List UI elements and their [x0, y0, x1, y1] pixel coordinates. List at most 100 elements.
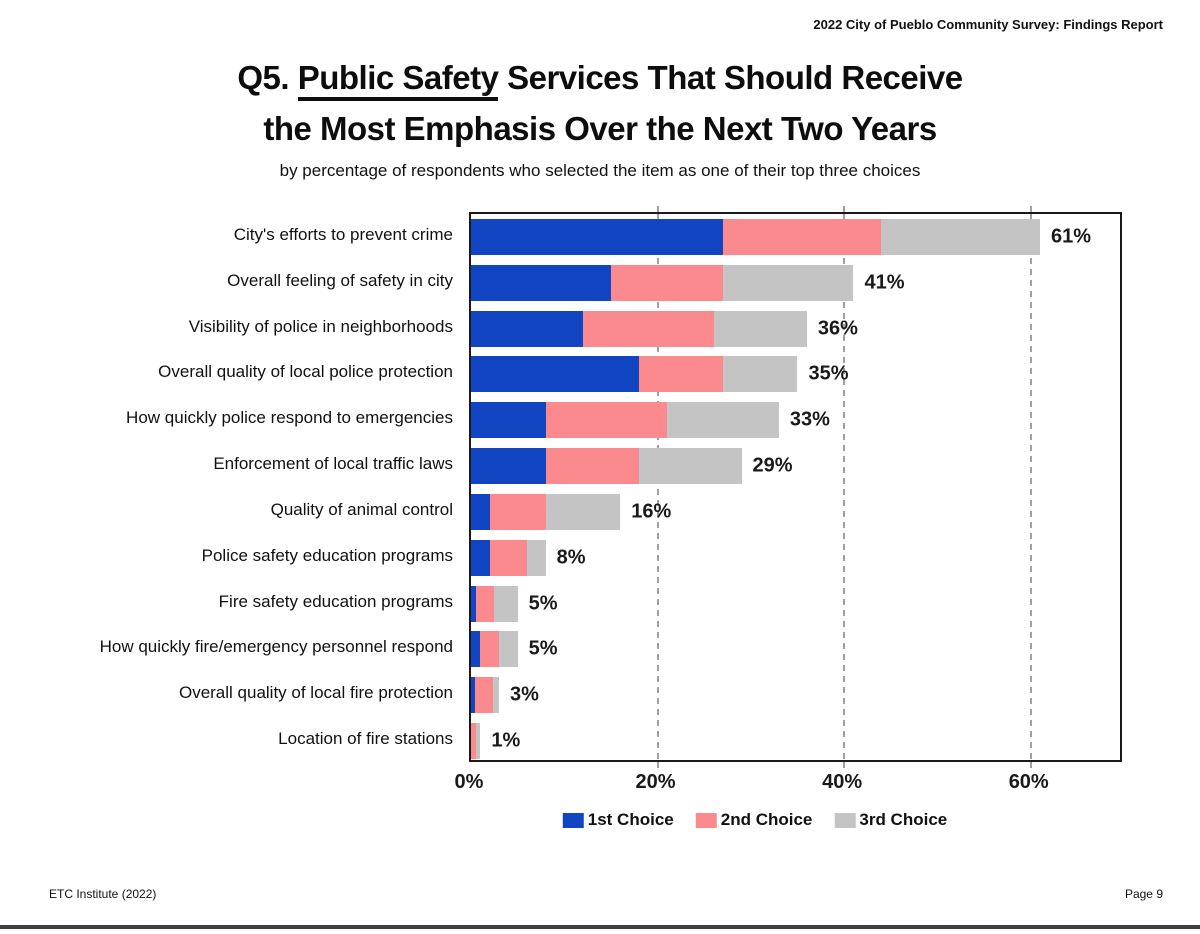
- bar-segment-2nd-choice: [545, 448, 639, 485]
- bar-row: 8%: [471, 539, 1120, 576]
- legend: 1st Choice 2nd Choice 3rd Choice: [562, 810, 947, 830]
- bar-total-label: 35%: [808, 362, 849, 385]
- bar-segment-2nd-choice: [582, 310, 714, 347]
- axis-tick-top-40: [843, 206, 846, 212]
- bar-segment-3rd-choice: [881, 218, 1041, 255]
- bar-row: 5%: [471, 585, 1120, 622]
- bar-segment-1st-choice: [471, 631, 481, 668]
- bar-segment-1st-choice: [471, 677, 475, 714]
- bar-row: 61%: [471, 218, 1120, 255]
- bar-segment-3rd-choice: [493, 677, 499, 714]
- bottom-rule: [0, 925, 1200, 929]
- bar-row: 36%: [471, 310, 1120, 347]
- category-label: Quality of animal control: [270, 499, 453, 519]
- axis-tick-bottom-40: [843, 762, 846, 768]
- x-axis-label-0: 0%: [454, 771, 484, 793]
- bar-total-label: 33%: [789, 408, 830, 431]
- bar-segment-1st-choice: [471, 402, 546, 439]
- x-axis-label-40: 40%: [822, 771, 863, 793]
- bar-total-label: 29%: [752, 454, 793, 477]
- bar-row: 16%: [471, 493, 1120, 530]
- category-label: Police safety education programs: [201, 545, 453, 565]
- bar-segment-3rd-choice: [498, 631, 518, 668]
- footer-page-number: Page 9: [1124, 887, 1163, 901]
- bar-segment-2nd-choice: [480, 631, 499, 668]
- bar-segment-1st-choice: [471, 264, 611, 301]
- legend-swatch-icon: [834, 812, 856, 828]
- bar-segment-3rd-choice: [494, 585, 518, 622]
- bar-total-label: 41%: [864, 271, 905, 294]
- bar-segment-3rd-choice: [722, 356, 798, 393]
- chart-title-line2: the Most Emphasis Over the Next Two Year…: [263, 110, 937, 147]
- category-label: Overall quality of local fire protection: [178, 683, 453, 703]
- bar-row: 5%: [471, 631, 1120, 668]
- bar-segment-1st-choice: [471, 356, 639, 393]
- gridline-60: [1029, 214, 1032, 760]
- category-label: Visibility of police in neighborhoods: [188, 316, 453, 336]
- bar-segment-3rd-choice: [475, 723, 481, 760]
- category-label: How quickly police respond to emergencie…: [126, 408, 453, 428]
- gridline-20: [656, 214, 659, 760]
- plot-area: 61% 41% 36% 35% 33% 29% 16% 8% 5% 5% 3% 1%: [469, 206, 1122, 768]
- chart-title-line1: Q5. Public Safety Services That Should R…: [0, 52, 1200, 103]
- bar-segment-3rd-choice: [526, 539, 546, 576]
- bar-segment-2nd-choice: [610, 264, 723, 301]
- legend-swatch-icon: [695, 812, 717, 828]
- bar-segment-3rd-choice: [722, 264, 854, 301]
- bar-total-label: 36%: [817, 317, 858, 340]
- bar-row: 41%: [471, 264, 1120, 301]
- legend-swatch-icon: [562, 812, 584, 828]
- bar-total-label: 16%: [631, 500, 672, 523]
- bar-segment-1st-choice: [471, 585, 476, 622]
- bar-segment-2nd-choice: [638, 356, 723, 393]
- bar-segment-1st-choice: [471, 310, 583, 347]
- legend-item: 1st Choice: [562, 810, 674, 830]
- axis-tick-bottom-60: [1029, 762, 1032, 768]
- chart-title-block: Q5. Public Safety Services That Should R…: [0, 52, 1200, 181]
- category-label: How quickly fire/emergency personnel res…: [99, 637, 453, 657]
- bar-segment-2nd-choice: [471, 723, 476, 760]
- category-label: Enforcement of local traffic laws: [213, 454, 453, 474]
- report-header-title: 2022 City of Pueblo Community Survey: Fi…: [813, 17, 1163, 32]
- category-label: Overall quality of local police protecti…: [158, 362, 453, 382]
- bar-segment-2nd-choice: [474, 677, 494, 714]
- bar-row: 35%: [471, 356, 1120, 393]
- bar-segment-3rd-choice: [638, 448, 742, 485]
- bar-total-label: 3%: [509, 683, 539, 706]
- bar-segment-3rd-choice: [666, 402, 779, 439]
- gridline-40: [843, 214, 846, 760]
- bar-total-label: 5%: [528, 637, 558, 660]
- bar-segment-1st-choice: [471, 448, 546, 485]
- bar-segment-2nd-choice: [722, 218, 882, 255]
- bar-total-label: 8%: [556, 546, 586, 569]
- chart-subtitle: by percentage of respondents who selecte…: [279, 161, 921, 180]
- category-label: Location of fire stations: [278, 729, 453, 749]
- legend-label: 2nd Choice: [720, 810, 813, 829]
- x-axis-label-20: 20%: [635, 771, 676, 793]
- bar-segment-2nd-choice: [489, 539, 527, 576]
- title-line1-rest: Services That Should Receive: [498, 59, 963, 96]
- axis-tick-top-20: [656, 206, 659, 212]
- legend-label: 1st Choice: [587, 810, 674, 829]
- category-label: Fire safety education programs: [218, 591, 453, 611]
- axis-tick-top-60: [1029, 206, 1032, 212]
- category-label: City's efforts to prevent crime: [233, 224, 453, 244]
- bar-segment-1st-choice: [471, 539, 490, 576]
- bar-total-label: 5%: [528, 592, 558, 615]
- bar-row: 29%: [471, 448, 1120, 485]
- legend-item: 2nd Choice: [695, 810, 813, 830]
- legend-item: 3rd Choice: [834, 810, 947, 830]
- bar-segment-3rd-choice: [545, 493, 621, 530]
- bar-row: 3%: [471, 677, 1120, 714]
- footer-source: ETC Institute (2022): [49, 887, 157, 901]
- bar-total-label: 1%: [491, 729, 521, 752]
- bar-total-label: 61%: [1051, 225, 1092, 248]
- title-prefix: Q5.: [237, 59, 298, 96]
- axis-tick-bottom-20: [656, 762, 659, 768]
- title-underlined-text: Public Safety: [297, 59, 499, 101]
- bar-segment-2nd-choice: [475, 585, 495, 622]
- x-axis-label-60: 60%: [1008, 771, 1049, 793]
- category-label: Overall feeling of safety in city: [227, 270, 453, 290]
- bar-segment-1st-choice: [471, 493, 490, 530]
- legend-label: 3rd Choice: [859, 810, 948, 829]
